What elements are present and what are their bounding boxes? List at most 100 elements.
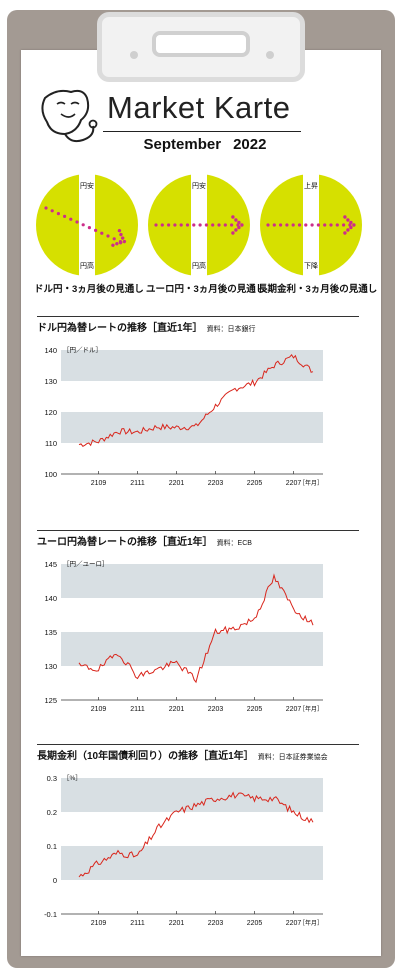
y-tick-label: 135 bbox=[44, 628, 57, 637]
y-tick-label: 140 bbox=[44, 346, 57, 355]
outlook-bottom-label: 円高 bbox=[192, 261, 206, 270]
outlook-label: 長期金利・3ヵ月後の見通し bbox=[258, 284, 378, 295]
outlook-label: ドル円・3ヵ月後の見通し bbox=[34, 284, 144, 295]
arrow-dot bbox=[69, 217, 73, 221]
y-tick-label: 110 bbox=[45, 439, 57, 448]
outlook-bottom-label: 円高 bbox=[80, 261, 94, 270]
outlook-label: ユーロ円・3ヵ月後の見通し bbox=[146, 284, 266, 295]
section-rule bbox=[37, 744, 359, 745]
arrow-dot bbox=[272, 223, 276, 227]
x-tick-label: 2205 bbox=[247, 706, 263, 713]
y-tick-label: 0.2 bbox=[47, 808, 57, 817]
arrow-dot bbox=[329, 223, 333, 227]
outlook-top-label: 上昇 bbox=[304, 181, 318, 190]
binder-clip-rivet bbox=[130, 51, 138, 59]
x-tick-label: 2205 bbox=[247, 480, 263, 487]
grid-band bbox=[61, 778, 323, 812]
arrow-head-dot bbox=[240, 223, 244, 227]
y-tick-label: 0.3 bbox=[47, 774, 57, 783]
long-rate-chart: -0.1 0 0.1 0.2 0.3 2109 2111 2201 2203 2205 2207［年… bbox=[44, 774, 323, 927]
series-line bbox=[78, 353, 314, 447]
x-tick-label: 2203 bbox=[208, 920, 224, 927]
arrow-dot bbox=[285, 223, 289, 227]
arrow-head-dot bbox=[349, 220, 353, 225]
arrow-dot bbox=[198, 223, 202, 227]
arrow-head-dot bbox=[118, 240, 123, 245]
arrow-dot bbox=[316, 223, 320, 227]
arrow-dot bbox=[185, 223, 190, 227]
arrow-head-dot bbox=[346, 228, 350, 232]
x-tick-label: 2111 bbox=[130, 480, 145, 487]
grid-band bbox=[61, 412, 323, 443]
series-line bbox=[78, 791, 314, 878]
arrow-head-dot bbox=[237, 225, 241, 230]
chart-title-text: ドル円為替レートの推移［直近1年］ bbox=[37, 323, 203, 334]
outlook-top-label: 円安 bbox=[80, 181, 94, 190]
arrow-head-dot bbox=[234, 228, 238, 232]
arrow-dot bbox=[304, 223, 308, 227]
arrow-dot bbox=[297, 223, 302, 227]
binder-clip-slot bbox=[152, 31, 250, 57]
y-tick-label: 130 bbox=[44, 662, 57, 671]
arrow-dot bbox=[236, 223, 240, 227]
arrow-head-dot bbox=[231, 231, 235, 235]
outlook-top-label: 円安 bbox=[192, 181, 206, 190]
arrow-dot bbox=[106, 234, 110, 238]
arrow-dot bbox=[291, 223, 295, 227]
arrow-dot bbox=[179, 223, 183, 227]
arrow-head-dot bbox=[120, 236, 125, 240]
y-tick-label: 0 bbox=[53, 876, 57, 885]
doctor-face-logo bbox=[41, 89, 98, 143]
x-tick-label: 2109 bbox=[91, 480, 107, 487]
arrow-dot bbox=[75, 220, 79, 224]
x-tick-label: 2205 bbox=[247, 920, 263, 927]
x-axis-unit: ［年月］ bbox=[299, 479, 323, 487]
arrow-head bbox=[343, 215, 356, 235]
x-axis-unit: ［年月］ bbox=[299, 919, 323, 927]
x-tick-label: 2203 bbox=[208, 706, 224, 713]
arrow-dot bbox=[348, 223, 352, 227]
y-axis-unit: ［%］ bbox=[63, 774, 82, 782]
grid-band bbox=[61, 846, 323, 880]
x-tick-label: 2207 bbox=[286, 480, 302, 487]
arrow-dot bbox=[217, 223, 221, 227]
arrow-dot bbox=[50, 209, 54, 213]
outlook-eur-jpy: 円安円高 ユーロ円・3ヵ月後の見通し bbox=[146, 172, 266, 295]
outlook-long-rate: 上昇 下降 長期金利・3ヵ月後の見通し bbox=[258, 172, 378, 295]
y-tick-label: 100 bbox=[44, 470, 57, 479]
arrow-dot bbox=[173, 223, 177, 227]
y-tick-label: 125 bbox=[44, 696, 57, 705]
arrow-dot bbox=[56, 212, 60, 216]
arrow-dot bbox=[211, 223, 215, 227]
chart-source: 資料：ECB bbox=[216, 540, 252, 547]
grid-band bbox=[61, 632, 323, 666]
arrow-head-dot bbox=[115, 242, 119, 246]
arrow-dot bbox=[230, 223, 234, 227]
arrow-dot bbox=[87, 226, 91, 230]
arrow-head bbox=[231, 215, 244, 235]
outlook-axis-strip bbox=[79, 174, 95, 276]
arrow-dot bbox=[160, 223, 164, 227]
arrow-head-dot bbox=[352, 223, 356, 227]
section-rule bbox=[37, 316, 359, 317]
x-tick-label: 2109 bbox=[91, 706, 107, 713]
arrow-dot bbox=[223, 223, 227, 227]
binder-clip-rivet bbox=[266, 51, 274, 59]
x-tick-label: 2201 bbox=[169, 706, 185, 713]
arrow-dot bbox=[279, 223, 283, 227]
arrow-dot bbox=[100, 231, 104, 235]
x-tick-label: 2203 bbox=[208, 480, 224, 487]
x-tick-label: 2111 bbox=[130, 706, 145, 713]
arrow-head-dot bbox=[346, 218, 350, 222]
y-tick-label: 145 bbox=[44, 560, 57, 569]
arrow-dot bbox=[323, 223, 327, 227]
arrow-dot bbox=[167, 223, 171, 227]
arrow-head-dot bbox=[119, 232, 123, 237]
series-line bbox=[78, 573, 314, 684]
arrow-head-dot bbox=[231, 215, 235, 219]
outlook-usd-jpy: 円安円高 ドル円・3ヵ月後の見通し bbox=[34, 172, 144, 295]
chart-title: 長期金利（10年国債利回り）の推移［直近1年］ 資料：日本証券業協会 bbox=[37, 747, 328, 762]
